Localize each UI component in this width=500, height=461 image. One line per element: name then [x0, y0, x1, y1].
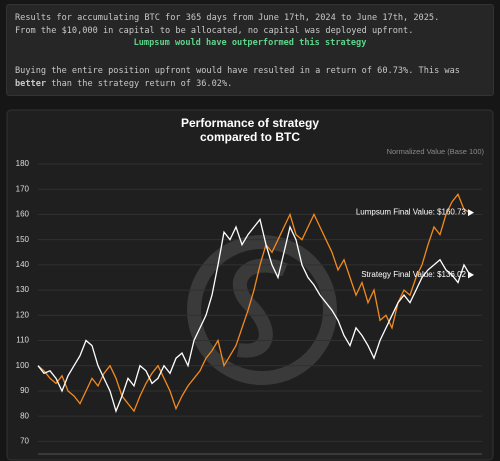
annotation-arrow — [468, 209, 474, 217]
y-tick-label: 120 — [16, 310, 30, 319]
detail-text: than the strategy return of 36.02%. — [46, 79, 233, 89]
y-tick-label: 70 — [20, 437, 29, 446]
watermark — [187, 235, 337, 385]
y-tick-label: 160 — [16, 210, 30, 219]
series-line — [37, 218, 471, 414]
y-tick-label: 110 — [16, 336, 29, 345]
annotation: Lumpsum Final Value: $160.73 — [356, 208, 467, 217]
y-tick-label: 140 — [16, 260, 30, 269]
detail-bold: better — [15, 79, 47, 89]
summary-line: From the $10,000 in capital to be alloca… — [15, 26, 414, 36]
chart-title: Performance of strategy compared to BTC — [181, 116, 319, 144]
chart-panel — [6, 109, 494, 461]
annotation-arrow — [468, 271, 474, 279]
detail-text: Buying the entire position upfront would… — [15, 66, 460, 76]
y-tick-label: 90 — [20, 386, 29, 395]
summary-panel: Results for accumulating BTC for 365 day… — [6, 4, 494, 96]
y-tick-label: 180 — [16, 159, 30, 168]
y-tick-label: 100 — [16, 361, 30, 370]
summary-line: Results for accumulating BTC for 365 day… — [15, 13, 440, 23]
detail: Buying the entire position upfront would… — [15, 65, 485, 91]
y-tick-label: 150 — [16, 235, 30, 244]
verdict: Lumpsum would have outperformed this str… — [133, 38, 367, 48]
y-tick-label: 170 — [16, 184, 30, 193]
y-tick-label: 130 — [16, 285, 30, 294]
annotation: Strategy Final Value: $136.02 — [361, 270, 466, 279]
y-tick-label: 80 — [20, 411, 29, 420]
y-axis-label: Normalized Value (Base 100) — [387, 147, 485, 156]
